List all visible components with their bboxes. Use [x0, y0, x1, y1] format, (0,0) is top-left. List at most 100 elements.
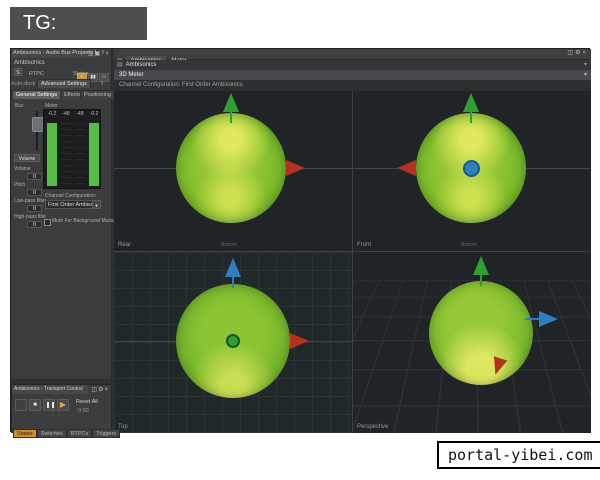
close-icon[interactable]: ×	[105, 51, 110, 57]
viewport-sublabel: Bottom	[221, 242, 237, 248]
meter-toolbar-icons: ≡ ▮▮ ▭	[76, 73, 109, 91]
overlay-tag: TG: MYYJJPP	[10, 7, 147, 67]
tab-positioning[interactable]: Positioning	[80, 90, 115, 99]
transport-time: 0:00	[78, 408, 89, 414]
meter-panel-title-row: ▤ Ambisonics ▾	[114, 60, 591, 70]
meter-channel-3	[75, 118, 85, 186]
pin-icon[interactable]: ◫	[91, 387, 99, 393]
property-editor-title-icons: ◫▣?×	[88, 50, 110, 57]
viewport-label: Top	[118, 424, 128, 430]
meter-mode-label: 3D Meter	[119, 72, 144, 78]
close-icon[interactable]: ×	[582, 50, 588, 56]
viewport-label: Front	[357, 242, 372, 248]
solo-button[interactable]: S	[14, 68, 22, 76]
play-button[interactable]: ▶	[57, 399, 69, 411]
left-arrow-icon	[397, 160, 416, 176]
ambisonic-sphere	[176, 113, 286, 223]
meter-label: Meter	[45, 103, 58, 109]
field-volume-label: Volume	[14, 166, 31, 172]
viewport-label: Perspective	[357, 424, 389, 430]
volume-box[interactable]: Volume	[14, 154, 40, 162]
chevron-down-icon[interactable]: ▾	[583, 72, 587, 78]
right-arrow-icon	[286, 160, 305, 176]
tab-advanced-settings[interactable]: Advanced Settings	[37, 79, 91, 88]
field-hpf-value[interactable]: 0	[27, 221, 42, 228]
meter-window-tabbar: ▤AmbisonicsMeter ◫⚙×	[114, 49, 591, 67]
stop-button[interactable]: ■	[29, 399, 41, 411]
tab-rtpc[interactable]: RTPC	[29, 71, 44, 77]
pin-icon[interactable]: ◫	[87, 51, 95, 57]
chevron-down-icon[interactable]: ▾	[583, 62, 587, 68]
app-window: Ambisonics - Audio Bus Property Editor ◫…	[10, 48, 591, 438]
meter-mode-row[interactable]: 3D Meter ▾	[114, 70, 591, 80]
pin-icon[interactable]: ◫	[567, 50, 576, 56]
gear-icon[interactable]: ⚙	[98, 387, 105, 393]
peak-ch1: -0.2	[47, 111, 57, 117]
tab-switches[interactable]: Switches	[36, 429, 67, 438]
up-axis-stem	[480, 274, 482, 286]
channel-config-dropdown-icon[interactable]: ▼	[92, 200, 101, 209]
property-editor-panel: Ambisonics - Audio Bus Property Editor ◫…	[11, 49, 115, 379]
monitor-icon[interactable]: ▭	[99, 73, 109, 82]
stop-icon: ■	[33, 402, 37, 408]
record-button[interactable]	[15, 399, 27, 411]
tab-auto-ducking[interactable]: Auto-ducking	[11, 81, 35, 87]
object-name-label: Ambisonics	[14, 60, 45, 66]
front-axis-dot	[463, 160, 480, 177]
pause-icon[interactable]: ▮▮	[88, 73, 98, 82]
axis-line	[114, 341, 176, 342]
transport-corner-icons: ◫⚙×	[91, 386, 109, 393]
mute-background-music-checkbox[interactable]	[44, 219, 51, 226]
meter-window: ▤AmbisonicsMeter ◫⚙× ▤Ambisonics ▾ 3D Me…	[114, 49, 591, 433]
gear-icon[interactable]: ⚙	[575, 50, 583, 56]
bus-label: Bus	[15, 103, 24, 109]
up-axis-stem	[232, 276, 234, 288]
tab-overflow-icon[interactable]: ›	[101, 80, 104, 87]
meter-channel-4	[89, 118, 99, 186]
ambisonic-sphere	[429, 281, 533, 385]
up-arrow-icon	[473, 256, 489, 275]
channel-config-line: Channel Configuration: First Order Ambis…	[114, 80, 591, 91]
help-icon[interactable]: ?	[101, 51, 106, 57]
transport-title: Ambisonics - Transport Control	[12, 385, 88, 394]
pause-button[interactable]	[43, 399, 55, 411]
side-arrow-icon	[539, 311, 558, 327]
viewport-label: Rear	[118, 242, 132, 248]
viewport-front[interactable]: Front Bottom	[353, 91, 591, 251]
watermark-label: portal-yibei.com	[448, 446, 593, 464]
watermark: portal-yibei.com	[437, 441, 600, 469]
top-axis-dot	[226, 334, 240, 348]
transport-tabs: States Switches RTPCs Triggers	[13, 422, 121, 440]
viewport-top[interactable]: Top	[114, 252, 352, 433]
pause-icon	[47, 402, 54, 408]
up-axis-stem	[230, 109, 232, 123]
field-lpf-value[interactable]: 0	[27, 205, 42, 212]
tab-rtpcs[interactable]: RTPCs	[66, 429, 93, 438]
peak-ch3: -48	[76, 111, 84, 117]
tab-states[interactable]: States	[13, 429, 37, 438]
field-pitch-value[interactable]: 0	[27, 189, 42, 196]
viewport-grid: Rear Bottom Front Bottom	[114, 91, 591, 433]
field-lpf-label: Low-pass filter	[14, 198, 46, 204]
channel-config-select[interactable]: First Order Ambiso...	[45, 200, 93, 209]
viewport-rear[interactable]: Rear Bottom	[114, 91, 352, 251]
field-pitch-label: Pitch	[14, 182, 26, 188]
side-axis-stem	[525, 318, 539, 320]
up-arrow-icon	[223, 93, 239, 112]
tab-triggers[interactable]: Triggers	[92, 429, 121, 438]
property-editor-title: Ambisonics - Audio Bus Property Editor	[11, 49, 96, 58]
field-hpf-label: High-pass filter	[14, 214, 46, 220]
close-icon[interactable]: ×	[104, 387, 109, 393]
field-volume-value[interactable]: 0	[27, 173, 42, 180]
up-axis-stem	[470, 109, 472, 123]
meter-channel-1	[47, 118, 57, 186]
save-icon[interactable]: ▣	[94, 51, 102, 57]
viewport-perspective[interactable]: Perspective	[353, 252, 591, 433]
peak-ch2: -48	[62, 111, 70, 117]
viewport-sublabel: Bottom	[461, 242, 477, 248]
mute-background-music-label: Mute For Background Music	[52, 218, 115, 224]
right-arrow-icon	[290, 333, 309, 349]
reset-all-button[interactable]: Reset All	[76, 399, 98, 405]
tab-general-settings[interactable]: General Settings	[12, 90, 61, 99]
window-icon: ▤	[117, 62, 123, 68]
